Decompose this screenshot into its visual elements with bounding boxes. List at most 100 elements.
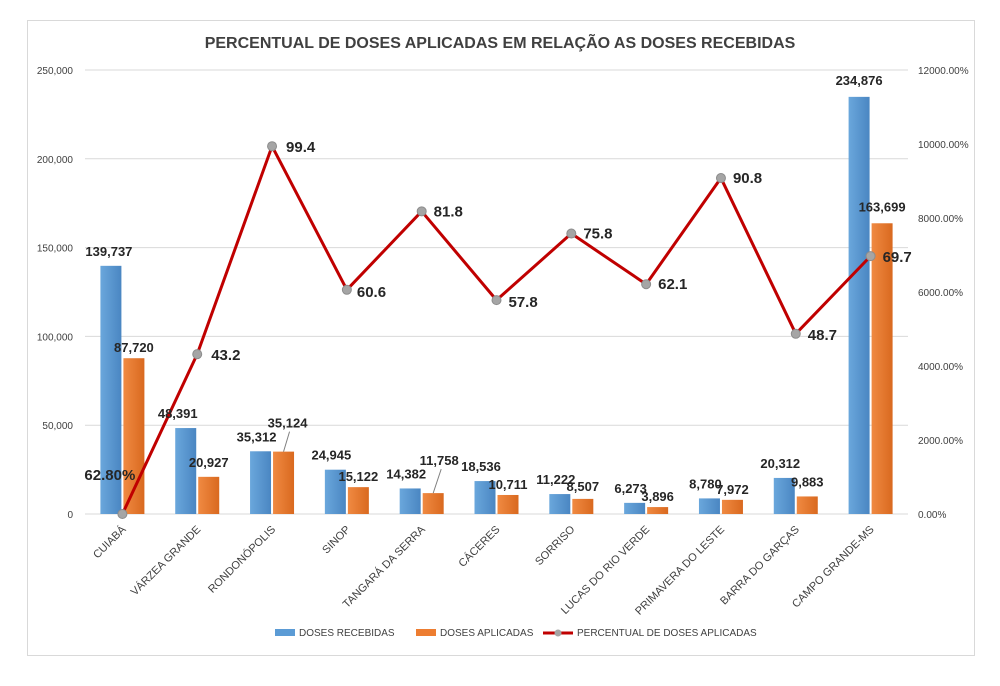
legend-marker-percent [554,629,562,637]
bars [100,96,893,514]
bar-doses-recebidas [698,498,720,514]
label-percent: 43.2 [211,347,240,364]
x-tick-label: PRIMAVERA DO LESTE [633,524,727,618]
bar-doses-aplicadas [347,487,369,514]
label-doses-aplicadas: 10,711 [488,477,527,492]
label-percent: 62.80% [84,467,135,484]
label-percent: 75.8 [583,226,612,243]
left-tick-label: 0 [67,510,73,521]
label-leader [283,431,291,452]
right-axis-ticks: 0.00% 2000.00% 4000.00% 6000.00% 8000.00% 100… [918,66,969,521]
bar-doses-aplicadas [647,507,669,514]
bar-doses-recebidas [100,265,122,514]
percent-point [566,228,577,239]
left-tick-label: 50,000 [42,421,73,432]
label-percent: 90.8 [733,170,762,187]
x-tick-label: SORRISO [533,523,578,568]
label-percent: 57.8 [509,294,538,311]
label-doses-recebidas: 20,312 [760,456,800,471]
bar-doses-recebidas [773,477,795,514]
legend-label-doses-aplicadas: DOSES APLICADAS [440,628,534,639]
label-doses-recebidas: 48,391 [158,406,198,421]
percent-point [117,509,128,519]
x-tick-label: VÁRZEA GRANDE [128,523,203,598]
bar-doses-aplicadas [572,498,594,514]
label-doses-aplicadas: 8,507 [567,479,600,494]
left-tick-label: 200,000 [37,155,74,166]
right-tick-label: 6000.00% [918,288,963,299]
legend-label-doses-recebidas: DOSES RECEBIDAS [299,628,395,639]
x-tick-label: RONDONÓPOLIS [205,523,278,596]
percent-point [341,284,352,295]
label-doses-recebidas: 6,273 [614,481,647,496]
legend: DOSES RECEBIDAS DOSES APLICADAS PERCENTUAL… [275,628,757,639]
right-tick-label: 0.00% [918,510,946,521]
label-doses-aplicadas: 15,122 [338,469,378,484]
bar-doses-aplicadas [273,451,295,514]
bar-doses-recebidas [324,469,346,514]
bar-doses-recebidas [848,96,870,514]
left-tick-label: 150,000 [37,244,74,255]
x-tick-label: CÁCERES [456,523,503,570]
label-doses-recebidas: 14,382 [386,466,426,481]
bar-doses-recebidas [474,481,496,514]
gridlines [85,69,908,515]
label-doses-recebidas: 24,945 [311,448,351,463]
label-doses-recebidas: 139,737 [85,244,132,259]
label-percent: 48.7 [808,327,837,344]
left-tick-label: 250,000 [37,66,74,77]
right-tick-label: 12000.00% [918,66,969,77]
percent-point [715,173,726,184]
x-axis-ticks: CUIABÁ VÁRZEA GRANDE RONDONÓPOLIS SINOPTANG… [90,522,876,617]
bar-doses-recebidas [549,494,571,514]
label-doses-aplicadas: 35,124 [268,416,309,431]
right-tick-label: 8000.00% [918,214,963,225]
percent-point [865,251,876,262]
label-leader [432,468,442,494]
label-doses-aplicadas: 3,896 [641,489,674,504]
percent-line [117,141,876,519]
left-axis-ticks: 0 50,000 100,000 150,000 200,000 250,000 [37,66,74,521]
legend-swatch-doses-aplicadas [416,629,436,636]
percent-point [641,279,652,290]
label-doses-recebidas: 234,876 [836,73,883,88]
bar-doses-aplicadas [796,496,818,514]
x-tick-label: CUIABÁ [90,522,129,561]
label-doses-aplicadas: 11,758 [420,453,459,468]
chart-title: PERCENTUAL DE DOSES APLICADAS EM RELAÇÃO… [205,32,796,52]
percent-point [491,295,502,306]
percent-point [267,141,278,152]
label-percent: 81.8 [434,203,463,220]
x-tick-label: TANGARÁ DA SERRA [340,522,428,610]
left-tick-label: 100,000 [37,332,74,343]
label-doses-recebidas: 8,780 [689,476,722,491]
bar-doses-aplicadas [721,499,743,514]
label-percent: 62.1 [658,276,687,293]
legend-label-percent: PERCENTUAL DE DOSES APLICADAS [577,628,757,639]
bar-doses-recebidas [399,488,421,514]
percent-point [192,349,203,360]
label-doses-aplicadas: 7,972 [716,482,749,497]
label-percent: 69.7 [883,249,912,266]
bar-doses-recebidas [175,428,197,514]
bar-doses-recebidas [624,502,646,514]
x-tick-label: BARRA DO GARÇAS [718,524,802,608]
right-tick-label: 4000.00% [918,362,963,373]
chart-frame [27,20,975,656]
label-doses-aplicadas: 20,927 [189,455,229,470]
label-doses-aplicadas: 163,699 [859,199,906,214]
legend-swatch-doses-recebidas [275,629,295,636]
bar-doses-aplicadas [422,493,444,514]
label-doses-aplicadas: 9,883 [791,474,824,489]
right-tick-label: 2000.00% [918,436,963,447]
label-doses-recebidas: 35,312 [237,429,277,444]
label-doses-recebidas: 18,536 [461,459,501,474]
percent-point [790,328,801,339]
bar-doses-recebidas [250,451,272,514]
label-doses-recebidas: 11,222 [536,472,575,487]
label-percent: 99.4 [286,139,316,156]
label-doses-aplicadas: 87,720 [114,340,154,355]
bar-doses-aplicadas [871,223,893,514]
